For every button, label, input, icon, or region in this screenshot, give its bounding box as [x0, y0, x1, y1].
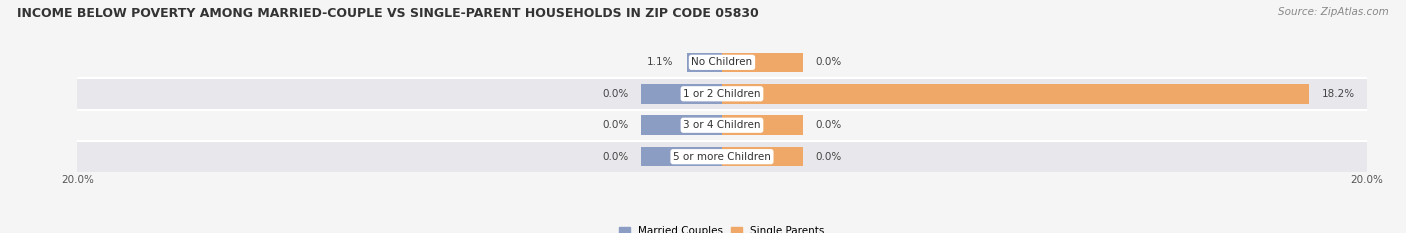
Legend: Married Couples, Single Parents: Married Couples, Single Parents — [620, 226, 824, 233]
Text: 0.0%: 0.0% — [815, 152, 842, 162]
Text: INCOME BELOW POVERTY AMONG MARRIED-COUPLE VS SINGLE-PARENT HOUSEHOLDS IN ZIP COD: INCOME BELOW POVERTY AMONG MARRIED-COUPL… — [17, 7, 759, 20]
Bar — [723, 116, 803, 135]
Bar — [641, 147, 723, 166]
Text: 0.0%: 0.0% — [815, 120, 842, 130]
Bar — [723, 84, 1309, 103]
Text: 0.0%: 0.0% — [602, 120, 628, 130]
Text: 3 or 4 Children: 3 or 4 Children — [683, 120, 761, 130]
Text: 1 or 2 Children: 1 or 2 Children — [683, 89, 761, 99]
Text: No Children: No Children — [692, 57, 752, 67]
Bar — [77, 110, 1367, 141]
Bar — [641, 116, 723, 135]
Bar — [77, 141, 1367, 172]
Text: 5 or more Children: 5 or more Children — [673, 152, 770, 162]
Text: 0.0%: 0.0% — [602, 152, 628, 162]
Text: 1.1%: 1.1% — [647, 57, 673, 67]
Text: 0.0%: 0.0% — [815, 57, 842, 67]
Bar — [77, 47, 1367, 78]
Bar — [77, 78, 1367, 110]
Bar — [723, 53, 803, 72]
Bar — [723, 147, 803, 166]
Bar — [686, 53, 723, 72]
Text: 18.2%: 18.2% — [1322, 89, 1354, 99]
Text: Source: ZipAtlas.com: Source: ZipAtlas.com — [1278, 7, 1389, 17]
Text: 0.0%: 0.0% — [602, 89, 628, 99]
Bar — [641, 84, 723, 103]
